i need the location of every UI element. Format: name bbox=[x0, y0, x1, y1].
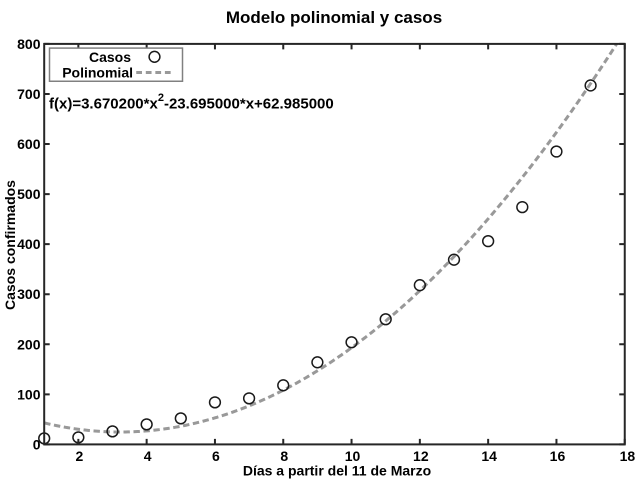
svg-text:10: 10 bbox=[345, 448, 361, 464]
svg-text:Casos confirmados: Casos confirmados bbox=[2, 180, 18, 310]
svg-text:6: 6 bbox=[212, 448, 220, 464]
svg-text:12: 12 bbox=[413, 448, 429, 464]
svg-text:0: 0 bbox=[33, 436, 41, 452]
svg-text:16: 16 bbox=[550, 448, 566, 464]
svg-text:18: 18 bbox=[620, 448, 636, 464]
svg-text:Días a partir del 11 de Marzo: Días a partir del 11 de Marzo bbox=[243, 463, 431, 479]
svg-text:400: 400 bbox=[17, 236, 41, 252]
svg-text:100: 100 bbox=[17, 386, 41, 402]
svg-text:200: 200 bbox=[17, 336, 41, 352]
svg-text:800: 800 bbox=[17, 36, 41, 52]
svg-text:300: 300 bbox=[17, 286, 41, 302]
svg-text:500: 500 bbox=[17, 186, 41, 202]
svg-text:8: 8 bbox=[280, 448, 288, 464]
svg-text:Polinomial: Polinomial bbox=[62, 65, 133, 81]
svg-text:Modelo polinomial y casos: Modelo polinomial y casos bbox=[226, 8, 442, 27]
svg-text:700: 700 bbox=[17, 86, 41, 102]
svg-text:f(x)=3.670200*x2-23.695000*x+6: f(x)=3.670200*x2-23.695000*x+62.985000 bbox=[49, 92, 334, 113]
svg-text:4: 4 bbox=[144, 448, 152, 464]
svg-text:Casos: Casos bbox=[89, 49, 131, 65]
svg-text:600: 600 bbox=[17, 136, 41, 152]
svg-text:14: 14 bbox=[481, 448, 497, 464]
svg-text:2: 2 bbox=[75, 448, 83, 464]
